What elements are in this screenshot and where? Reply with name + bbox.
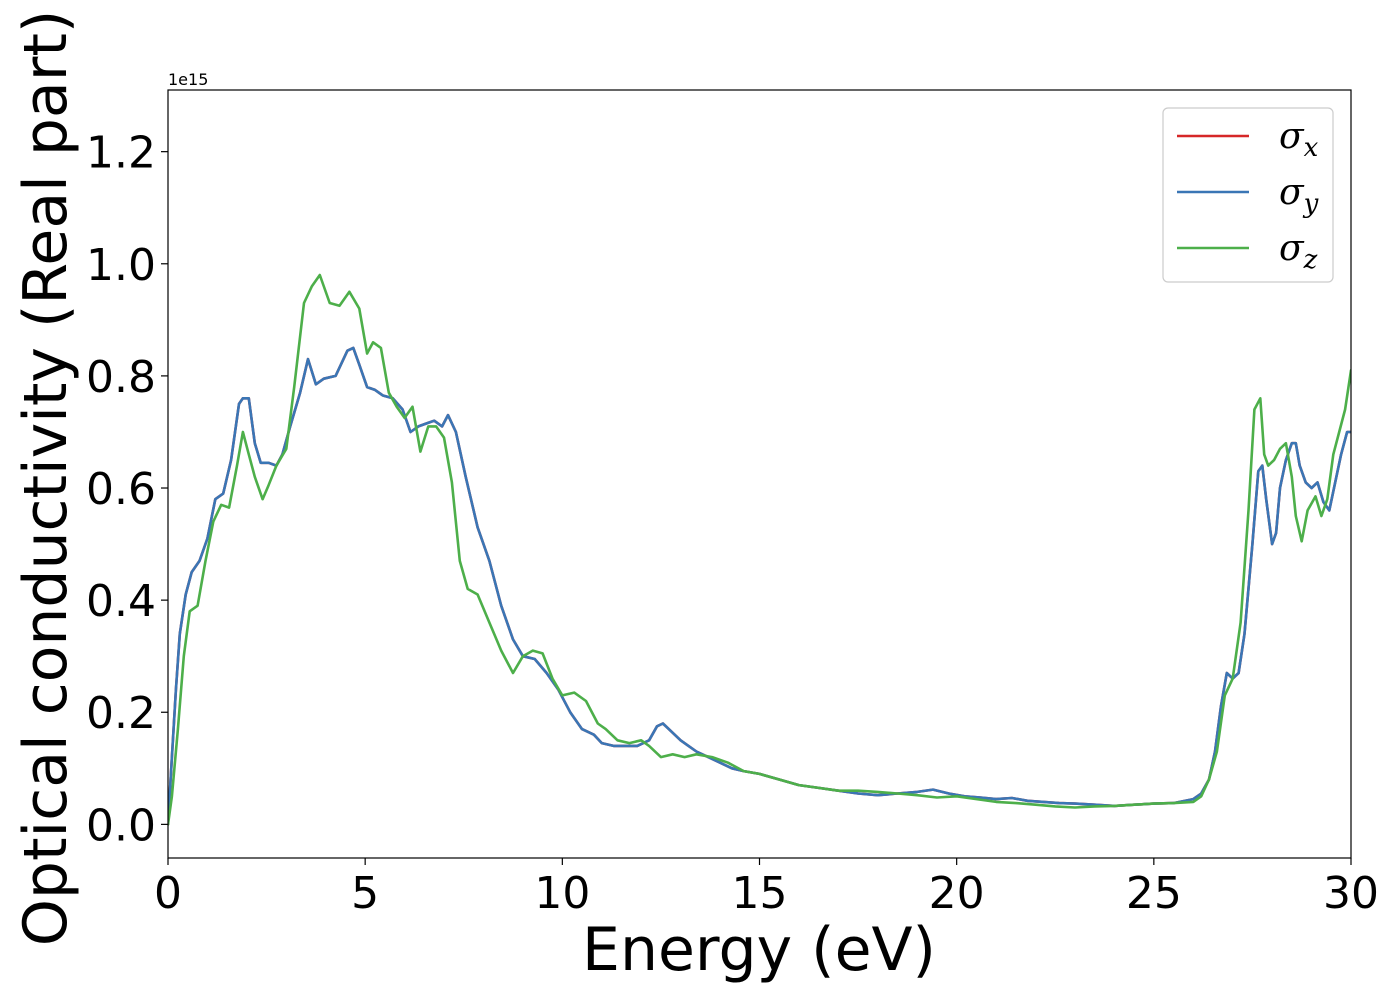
x-tick-label: 10 [534,868,590,919]
y-tick-label: 0.2 [86,688,156,739]
y-axis-offset-label: 1e15 [168,70,208,89]
y-tick-label: 0.4 [86,576,156,627]
x-tick-label: 30 [1323,868,1379,919]
y-tick-label: 0.6 [86,464,156,515]
y-tick-label: 1.0 [86,240,156,291]
x-tick-label: 20 [929,868,985,919]
y-tick-label: 0.8 [86,352,156,403]
series-line-y [168,346,1351,826]
axis-ticks: 0 5 10 15 20 25 30 0.0 0.2 0.4 0.6 0.8 1.0 1.2 [86,128,1379,919]
legend-box [1162,107,1334,283]
x-tick-label: 15 [732,868,788,919]
x-tick-label: 0 [154,868,182,919]
y-axis-title: Optical conductivity (Real part) [11,10,81,947]
x-axis-title: Energy (eV) [582,915,936,985]
y-tick-label: 1.2 [86,128,156,179]
x-tick-label: 5 [351,868,379,919]
plot-area [167,89,1352,859]
series-line-z [168,273,1351,826]
x-tick-label: 25 [1126,868,1182,919]
y-tick-label: 0.0 [86,800,156,851]
